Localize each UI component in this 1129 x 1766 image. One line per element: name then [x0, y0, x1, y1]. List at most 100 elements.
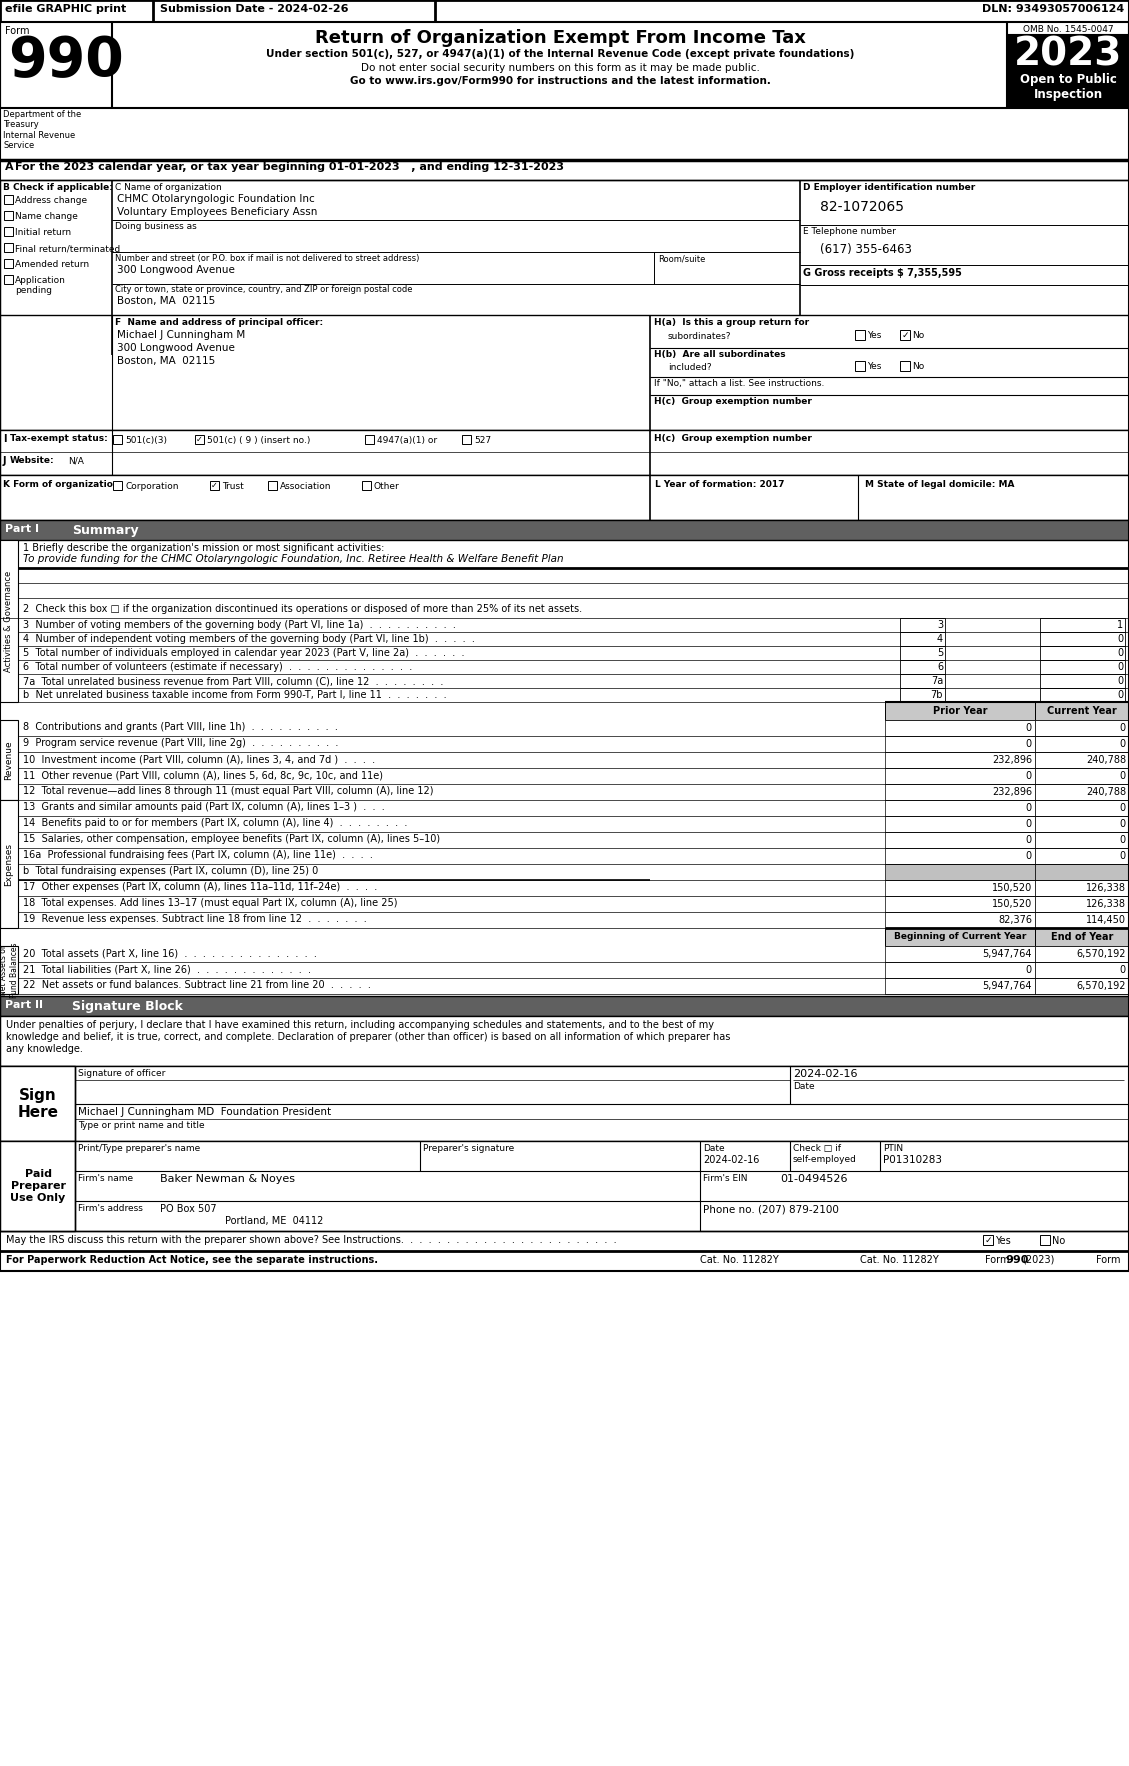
Text: Firm's address: Firm's address [78, 1204, 143, 1213]
Text: Final return/terminated: Final return/terminated [15, 244, 121, 253]
Text: 0: 0 [1026, 964, 1032, 975]
Text: Yes: Yes [867, 362, 882, 371]
Bar [1040, 660, 1124, 675]
Bar [0, 429, 1129, 475]
Text: Form: Form [5, 26, 29, 35]
Bar [210, 480, 219, 489]
Text: 3  Number of voting members of the governing body (Part VI, line 1a)  .  .  .  .: 3 Number of voting members of the govern… [23, 620, 456, 630]
Text: 7a: 7a [930, 676, 943, 685]
Bar [0, 1015, 1129, 1067]
Bar [885, 752, 1035, 768]
Text: B Check if applicable:: B Check if applicable: [3, 184, 113, 192]
Bar [885, 911, 1035, 927]
Bar [0, 1141, 75, 1231]
Text: ✓: ✓ [196, 434, 203, 443]
Text: Print/Type preparer's name: Print/Type preparer's name [78, 1144, 200, 1153]
Text: 19  Revenue less expenses. Subtract line 18 from line 12  .  .  .  .  .  .  .: 19 Revenue less expenses. Subtract line … [23, 915, 367, 924]
Bar [1040, 675, 1124, 689]
Text: Voluntary Employees Beneficiary Assn: Voluntary Employees Beneficiary Assn [117, 207, 317, 217]
Text: Go to www.irs.gov/Form990 for instructions and the latest information.: Go to www.irs.gov/Form990 for instructio… [350, 76, 770, 87]
Text: 82-1072065: 82-1072065 [820, 200, 904, 214]
Bar [1035, 752, 1129, 768]
Text: 4: 4 [937, 634, 943, 645]
Text: If "No," attach a list. See instructions.: If "No," attach a list. See instructions… [654, 380, 824, 389]
Text: Association: Association [280, 482, 332, 491]
Bar [113, 434, 122, 443]
Text: CHMC Otolaryngologic Foundation Inc: CHMC Otolaryngologic Foundation Inc [117, 194, 315, 205]
Bar [0, 475, 1129, 519]
Text: 9  Program service revenue (Part VIII, line 2g)  .  .  .  .  .  .  .  .  .  .: 9 Program service revenue (Part VIII, li… [23, 738, 339, 749]
Text: 1 Briefly describe the organization's mission or most significant activities:: 1 Briefly describe the organization's mi… [23, 542, 384, 553]
Text: 0: 0 [1117, 662, 1123, 673]
Bar [900, 330, 910, 341]
Text: 5,947,764: 5,947,764 [982, 948, 1032, 959]
Text: 990: 990 [1005, 1256, 1029, 1264]
Bar [1040, 618, 1124, 632]
Bar [1035, 768, 1129, 784]
Bar [1035, 947, 1129, 962]
Text: efile GRAPHIC print: efile GRAPHIC print [5, 4, 126, 14]
Text: 0: 0 [1120, 722, 1126, 733]
Bar [0, 947, 18, 994]
Text: Application
pending: Application pending [15, 275, 65, 295]
Text: Doing business as: Doing business as [115, 223, 196, 231]
Text: I: I [3, 434, 7, 443]
Text: H(c)  Group exemption number: H(c) Group exemption number [654, 397, 812, 406]
Text: 527: 527 [474, 436, 491, 445]
Text: b  Net unrelated business taxable income from Form 990-T, Part I, line 11  .  . : b Net unrelated business taxable income … [23, 691, 447, 699]
Text: Signature Block: Signature Block [72, 1000, 183, 1014]
Text: 7a  Total unrelated business revenue from Part VIII, column (C), line 12  .  .  : 7a Total unrelated business revenue from… [23, 676, 444, 685]
Text: Yes: Yes [867, 330, 882, 341]
Text: Cat. No. 11282Y: Cat. No. 11282Y [700, 1256, 779, 1264]
Text: 0: 0 [1120, 772, 1126, 781]
Text: ✓: ✓ [984, 1236, 991, 1245]
Text: Tax-exempt status:: Tax-exempt status: [10, 434, 107, 443]
Text: Signature of officer: Signature of officer [78, 1068, 165, 1077]
Bar [900, 660, 945, 675]
Text: (2023): (2023) [1022, 1256, 1054, 1264]
Text: 300 Longwood Avenue: 300 Longwood Avenue [117, 265, 235, 275]
Text: Corporation: Corporation [125, 482, 178, 491]
Text: Expenses: Expenses [5, 842, 14, 885]
Text: M State of legal domicile: MA: M State of legal domicile: MA [865, 480, 1015, 489]
Text: 0: 0 [1120, 804, 1126, 812]
Text: Net Assets or
Fund Balances: Net Assets or Fund Balances [0, 943, 19, 998]
Text: Boston, MA  02115: Boston, MA 02115 [117, 297, 216, 306]
Bar [900, 675, 945, 689]
Bar [268, 480, 277, 489]
Text: H(b)  Are all subordinates: H(b) Are all subordinates [654, 350, 786, 358]
Text: For Paperwork Reduction Act Notice, see the separate instructions.: For Paperwork Reduction Act Notice, see … [6, 1256, 378, 1264]
Text: any knowledge.: any knowledge. [6, 1044, 82, 1054]
Text: For the 2023 calendar year, or tax year beginning 01-01-2023   , and ending 12-3: For the 2023 calendar year, or tax year … [15, 162, 564, 171]
Bar [0, 996, 1129, 1015]
Text: Check □ if: Check □ if [793, 1144, 841, 1153]
Text: Baker Newman & Noyes: Baker Newman & Noyes [160, 1174, 295, 1183]
Bar [1035, 879, 1129, 895]
Text: 990: 990 [8, 34, 124, 88]
Text: Revenue: Revenue [5, 740, 14, 781]
Text: K Form of organization:: K Form of organization: [3, 480, 123, 489]
Bar [0, 1067, 1129, 1141]
Text: Under penalties of perjury, I declare that I have examined this return, includin: Under penalties of perjury, I declare th… [6, 1021, 714, 1030]
Text: Portland, ME  04112: Portland, ME 04112 [225, 1217, 323, 1226]
Text: Do not enter social security numbers on this form as it may be made public.: Do not enter social security numbers on … [360, 64, 760, 72]
Bar [1035, 848, 1129, 864]
Text: Number and street (or P.O. box if mail is not delivered to street address): Number and street (or P.O. box if mail i… [115, 254, 419, 263]
Bar [1035, 927, 1129, 947]
Text: 15  Salaries, other compensation, employee benefits (Part IX, column (A), lines : 15 Salaries, other compensation, employe… [23, 834, 440, 844]
Text: Address change: Address change [15, 196, 87, 205]
Bar [885, 800, 1035, 816]
Text: P01310283: P01310283 [883, 1155, 942, 1166]
Text: Form: Form [984, 1256, 1013, 1264]
Bar [0, 314, 1129, 429]
Bar [195, 434, 204, 443]
Text: Return of Organization Exempt From Income Tax: Return of Organization Exempt From Incom… [315, 28, 805, 48]
Text: F  Name and address of principal officer:: F Name and address of principal officer: [115, 318, 323, 327]
Bar [1035, 784, 1129, 800]
Bar [0, 180, 1129, 355]
Bar [885, 879, 1035, 895]
Bar [1035, 864, 1129, 879]
Bar [5, 323, 12, 332]
Text: H(c)  Group exemption number: H(c) Group exemption number [654, 434, 812, 443]
Text: 126,338: 126,338 [1086, 899, 1126, 909]
